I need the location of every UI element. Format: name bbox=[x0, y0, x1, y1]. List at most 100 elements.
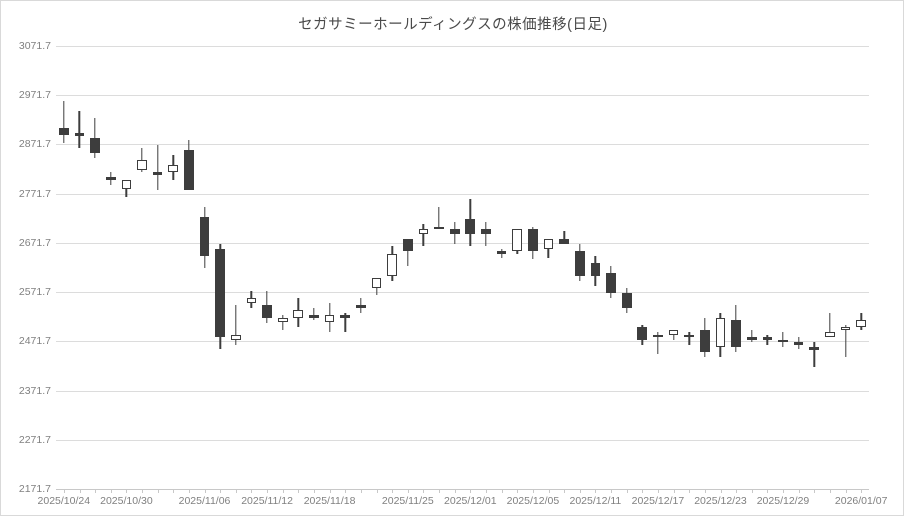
candlestick-body bbox=[434, 226, 444, 229]
x-axis-tick bbox=[220, 489, 222, 493]
x-axis-tick bbox=[392, 489, 394, 493]
candlestick-wick bbox=[813, 342, 815, 367]
x-axis-tick-label: 2025/10/30 bbox=[100, 495, 153, 507]
x-axis-tick bbox=[454, 489, 456, 493]
x-axis-tick bbox=[829, 489, 831, 493]
candlestick bbox=[559, 46, 569, 489]
candlestick-wick bbox=[422, 224, 425, 247]
candlestick bbox=[574, 46, 585, 489]
candlestick bbox=[449, 46, 460, 489]
x-axis-tick bbox=[501, 489, 503, 493]
x-axis-tick-label: 2025/10/24 bbox=[37, 495, 91, 507]
x-axis-tick bbox=[267, 489, 269, 493]
candlestick-body bbox=[840, 327, 851, 330]
candlestick bbox=[496, 46, 507, 489]
gridline bbox=[56, 292, 869, 294]
candlestick bbox=[528, 46, 538, 489]
candlestick bbox=[590, 46, 601, 489]
x-axis-tick bbox=[251, 489, 253, 493]
candlestick-body bbox=[402, 238, 413, 252]
x-axis-tick bbox=[814, 489, 816, 493]
gridline bbox=[56, 95, 869, 97]
x-axis-tick bbox=[360, 489, 362, 493]
candlestick bbox=[324, 46, 335, 489]
y-axis-tick-label: 2371.7 bbox=[18, 384, 51, 397]
x-axis-tick bbox=[548, 489, 550, 493]
candlestick bbox=[293, 46, 304, 489]
candlestick bbox=[105, 46, 116, 489]
candlestick bbox=[856, 46, 867, 489]
candlestick bbox=[246, 46, 257, 489]
x-axis-tick bbox=[407, 489, 409, 493]
candlestick bbox=[199, 46, 210, 489]
candlestick-body bbox=[574, 251, 585, 276]
x-axis-tick-label: 2025/11/06 bbox=[178, 495, 231, 507]
candlestick-wick bbox=[344, 312, 346, 333]
candlestick-body bbox=[449, 229, 460, 234]
candlestick-body bbox=[699, 329, 710, 353]
candlestick-wick bbox=[751, 329, 753, 343]
chart-title: セガサミーホールディングスの株価推移(日足) bbox=[298, 17, 608, 33]
candlestick-body bbox=[793, 342, 804, 345]
x-axis-tick bbox=[110, 489, 112, 493]
candlestick bbox=[746, 46, 757, 489]
candlestick-body bbox=[137, 160, 147, 170]
candlestick-body bbox=[418, 229, 429, 234]
x-axis-tick bbox=[376, 489, 378, 493]
x-axis-tick bbox=[486, 489, 487, 493]
x-axis-tick bbox=[173, 489, 175, 493]
candlestick-body bbox=[543, 238, 554, 249]
candlestick-wick bbox=[688, 332, 690, 345]
candlestick bbox=[825, 46, 835, 489]
candlestick-wick bbox=[485, 221, 487, 247]
x-axis-tick bbox=[783, 489, 784, 493]
candlestick-wick bbox=[63, 101, 65, 143]
candlestick bbox=[152, 46, 163, 489]
candlestick-body bbox=[277, 317, 288, 323]
y-axis-tick-label: 2571.7 bbox=[18, 286, 51, 299]
x-axis-tick-label: 2025/12/01 bbox=[444, 495, 497, 507]
x-axis-tick bbox=[95, 489, 97, 493]
candlestick bbox=[387, 46, 397, 489]
x-axis-tick-label: 2025/11/18 bbox=[303, 495, 356, 507]
candlestick-body bbox=[668, 329, 679, 335]
candlestick-body bbox=[825, 332, 835, 338]
x-axis-tick bbox=[157, 489, 159, 493]
x-axis-tick bbox=[204, 489, 206, 493]
candlestick-body bbox=[856, 320, 867, 328]
gridline bbox=[56, 193, 869, 195]
gridline bbox=[56, 144, 869, 146]
candlestick-body bbox=[746, 337, 757, 340]
y-axis-tick-label: 2671.7 bbox=[18, 236, 51, 249]
candlestick-wick bbox=[78, 110, 81, 148]
candlestick bbox=[606, 46, 616, 489]
candlestick-wick bbox=[156, 145, 159, 190]
x-axis-tick bbox=[642, 489, 644, 493]
x-axis-tick bbox=[673, 489, 675, 493]
x-axis-tick bbox=[626, 489, 628, 493]
x-axis-tick bbox=[439, 489, 440, 493]
x-axis-tick bbox=[845, 489, 847, 493]
candlestick-body bbox=[74, 133, 85, 136]
candlestick-body bbox=[262, 305, 272, 318]
candlestick-body bbox=[559, 238, 569, 244]
candlestick-body bbox=[684, 334, 695, 338]
candlestick-body bbox=[621, 292, 632, 308]
x-axis-tick bbox=[235, 489, 237, 493]
candlestick-body bbox=[778, 339, 788, 343]
x-axis-tick bbox=[579, 489, 581, 493]
y-axis-labels: 3071.7 2971.7 2871.7 2771.7 2671.7 2571.7 2471… bbox=[1, 40, 51, 495]
x-axis-tick bbox=[611, 489, 612, 493]
candlestick-body bbox=[246, 297, 257, 303]
x-axis-tick bbox=[79, 489, 81, 493]
candlestick bbox=[215, 46, 225, 489]
candlestick-body bbox=[528, 229, 538, 252]
candlestick-wick bbox=[141, 147, 143, 173]
x-axis-tick-label: 2025/12/29 bbox=[756, 495, 810, 507]
candlestick-body bbox=[152, 172, 163, 175]
candlestick bbox=[371, 46, 382, 489]
candlestick-body bbox=[465, 219, 476, 234]
candlestick-body bbox=[809, 347, 820, 350]
candlestick-wick bbox=[829, 312, 831, 338]
